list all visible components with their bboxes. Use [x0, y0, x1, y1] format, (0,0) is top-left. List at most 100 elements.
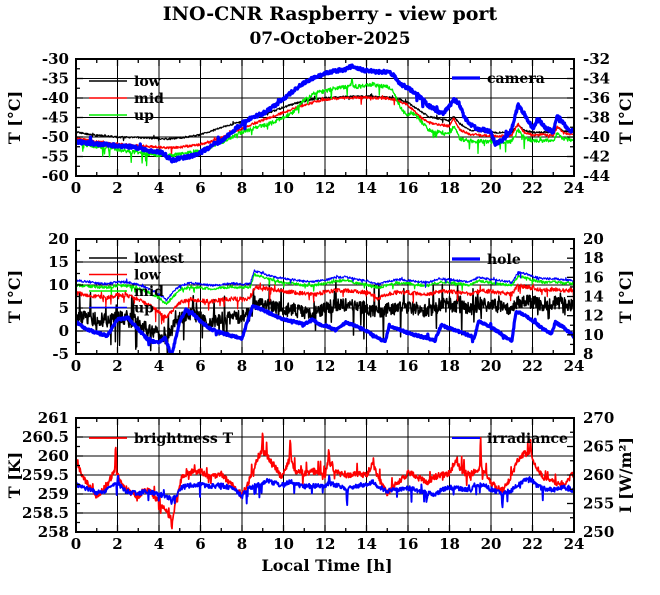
- left-tick-label: -60: [42, 167, 69, 185]
- left-tick-label: -55: [42, 148, 69, 166]
- x-tick-label: 16: [398, 357, 419, 375]
- left-tick-label: 260: [38, 447, 69, 465]
- left-tick-label: 258.5: [22, 504, 69, 522]
- x-tick-label: 16: [398, 535, 419, 553]
- x-tick-label: 10: [273, 535, 294, 553]
- x-tick-label: 2: [112, 535, 122, 553]
- left-tick-label: -40: [42, 89, 69, 107]
- grid: [76, 418, 574, 532]
- right-tick-label: 14: [583, 288, 604, 306]
- left-tick-label: 0: [59, 322, 69, 340]
- x-tick-label: 2: [112, 179, 122, 197]
- x-tick-label: 6: [195, 357, 205, 375]
- x-tick-label: 20: [481, 179, 502, 197]
- legend-label-up: up: [134, 301, 154, 317]
- x-tick-label: 12: [315, 179, 336, 197]
- x-tick-label: 6: [195, 179, 205, 197]
- tick-labels: 0 2 4 6 8 10 12 14 16 18 20 22 24-505101520810121416…: [48, 230, 604, 375]
- left-tick-label: 258: [38, 523, 69, 541]
- legend-label-low: low: [134, 268, 162, 284]
- series-camera-line: [76, 63, 574, 164]
- legend-label-irradiance: irradiance: [487, 431, 568, 447]
- x-tick-label: 4: [154, 535, 164, 553]
- x-tick-label: 18: [439, 357, 460, 375]
- left-axis-title: T [°C]: [5, 270, 24, 323]
- x-tick-label: 14: [356, 179, 377, 197]
- right-tick-label: 255: [583, 495, 614, 513]
- series-lowest-line: [76, 279, 574, 354]
- x-tick-label: 12: [315, 535, 336, 553]
- right-tick-label: 20: [583, 230, 604, 248]
- right-tick-label: 260: [583, 466, 614, 484]
- left-tick-label: -5: [52, 345, 69, 363]
- page-title: INO-CNR Raspberry - view port: [162, 3, 498, 25]
- x-tick-label: 24: [564, 357, 585, 375]
- tick-labels: 0 2 4 6 8 10 12 14 16 18 20 22 24258258.5259259.5260…: [22, 409, 614, 553]
- legend-label-camera: camera: [487, 71, 545, 87]
- series-brightness-T-line: [76, 432, 574, 530]
- legend-label-hole: hole: [487, 252, 521, 268]
- left-tick-label: 10: [48, 276, 69, 294]
- x-tick-label: 14: [356, 535, 377, 553]
- x-tick-label: 4: [154, 179, 164, 197]
- left-axis-title: T [°C]: [5, 91, 24, 144]
- right-tick-label: -34: [583, 70, 610, 88]
- right-tick-label: 12: [583, 307, 604, 325]
- right-tick-label: -36: [583, 89, 610, 107]
- x-tick-label: 8: [237, 179, 247, 197]
- left-tick-label: 20: [48, 230, 69, 248]
- figure-date: 07-October-2025: [249, 29, 411, 49]
- left-tick-label: -30: [42, 50, 69, 68]
- left-tick-label: -45: [42, 109, 69, 127]
- x-tick-label: 18: [439, 535, 460, 553]
- x-tick-label: 20: [481, 357, 502, 375]
- ticks: [75, 58, 575, 177]
- right-tick-label: 18: [583, 249, 604, 267]
- series-up-line: [76, 78, 574, 167]
- series-mid-line: [76, 272, 574, 306]
- plot-probe-temperatures: 0 2 4 6 8 10 12 14 16 18 20 22 24-505101520810121416…: [5, 230, 635, 375]
- right-axis-title: I [W/m²]: [616, 437, 635, 513]
- x-tick-label: 8: [237, 535, 247, 553]
- legend-label-mid: mid: [134, 91, 164, 107]
- left-tick-label: 261: [38, 409, 69, 427]
- left-tick-label: -35: [42, 70, 69, 88]
- x-tick-label: 0: [71, 179, 81, 197]
- left-tick-label: 260.5: [22, 428, 69, 446]
- right-tick-label: -42: [583, 148, 610, 166]
- right-axis-title: T [°C]: [616, 270, 635, 323]
- x-tick-label: 2: [112, 357, 122, 375]
- x-tick-label: 14: [356, 357, 377, 375]
- left-tick-label: 5: [59, 299, 69, 317]
- left-tick-label: 259.5: [22, 466, 69, 484]
- x-tick-label: 22: [522, 357, 543, 375]
- x-tick-label: 0: [71, 535, 81, 553]
- x-tick-label: 10: [273, 179, 294, 197]
- x-tick-label: 24: [564, 179, 585, 197]
- x-tick-label: 10: [273, 357, 294, 375]
- right-tick-label: 16: [583, 268, 604, 286]
- series-up-line: [76, 269, 574, 302]
- series-low-line: [76, 282, 574, 325]
- right-tick-label: 250: [583, 523, 614, 541]
- right-tick-label: -32: [583, 50, 610, 68]
- x-axis-title: Local Time [h]: [261, 556, 392, 575]
- x-tick-label: 4: [154, 357, 164, 375]
- right-tick-label: 265: [583, 438, 614, 456]
- plot-viewport-temperatures: 0 2 4 6 8 10 12 14 16 18 20 22 24-60-55-50-45-40-35-…: [5, 50, 635, 197]
- series-hole-line: [76, 304, 574, 354]
- right-tick-label: 10: [583, 326, 604, 344]
- legend-label-mid: mid: [134, 284, 164, 300]
- legend-label-lowest: lowest: [134, 251, 184, 267]
- tick-labels: 0 2 4 6 8 10 12 14 16 18 20 22 24-60-55-50-45-40-35-…: [42, 50, 610, 197]
- series-irradiance-line: [76, 474, 574, 509]
- x-tick-label: 12: [315, 357, 336, 375]
- x-tick-label: 8: [237, 357, 247, 375]
- x-tick-label: 0: [71, 357, 81, 375]
- left-tick-label: 259: [38, 485, 69, 503]
- ticks: [75, 417, 575, 533]
- x-tick-label: 24: [564, 535, 585, 553]
- x-tick-label: 6: [195, 535, 205, 553]
